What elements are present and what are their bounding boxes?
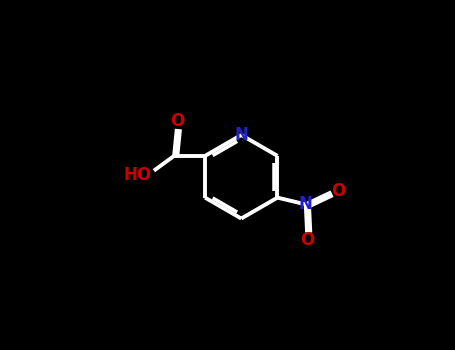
Text: HO: HO <box>123 166 151 184</box>
Text: O: O <box>300 231 314 249</box>
Text: O: O <box>331 182 345 200</box>
Text: O: O <box>170 112 184 130</box>
Text: N: N <box>234 126 248 144</box>
Text: N: N <box>299 195 313 214</box>
